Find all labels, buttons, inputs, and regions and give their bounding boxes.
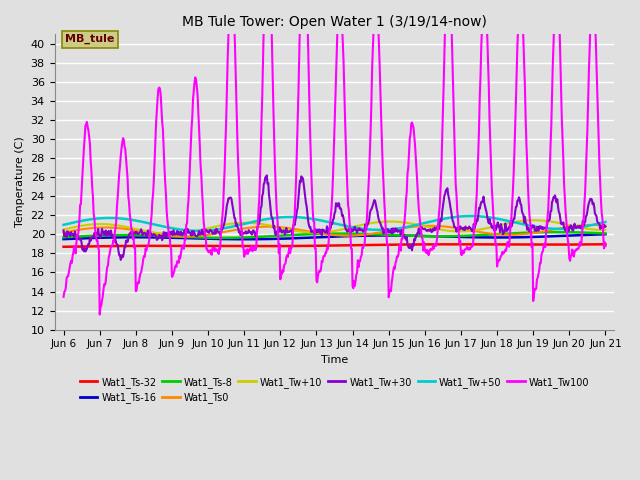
Legend: Wat1_Ts-32, Wat1_Ts-16, Wat1_Ts-8, Wat1_Ts0, Wat1_Tw+10, Wat1_Tw+30, Wat1_Tw+50,: Wat1_Ts-32, Wat1_Ts-16, Wat1_Ts-8, Wat1_… (76, 373, 593, 408)
Title: MB Tule Tower: Open Water 1 (3/19/14-now): MB Tule Tower: Open Water 1 (3/19/14-now… (182, 15, 487, 29)
Text: MB_tule: MB_tule (65, 34, 115, 44)
Y-axis label: Temperature (C): Temperature (C) (15, 137, 25, 228)
X-axis label: Time: Time (321, 355, 348, 365)
